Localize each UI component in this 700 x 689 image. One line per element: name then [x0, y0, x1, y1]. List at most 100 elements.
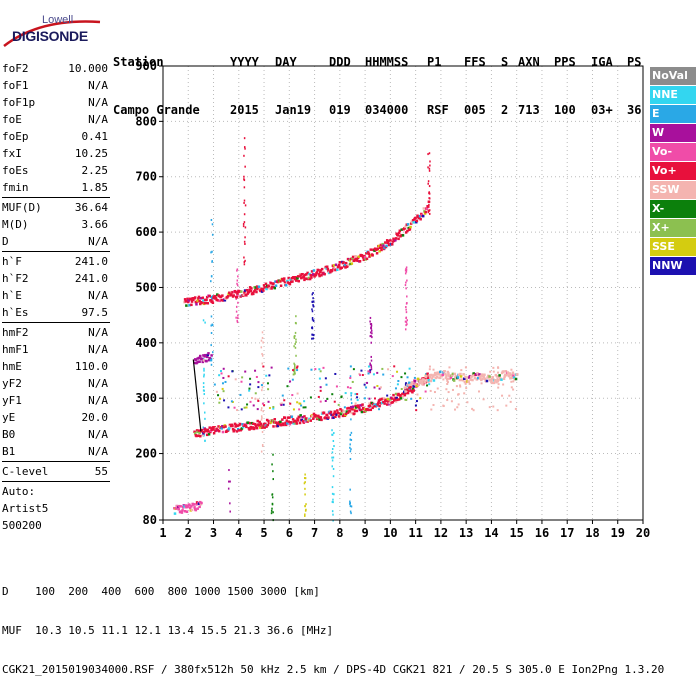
trace-point [464, 375, 467, 379]
echo-point [432, 368, 435, 371]
trace-point [280, 423, 283, 426]
echo-point [331, 492, 334, 495]
autoscaling-info: Auto: Artist5 500200 [2, 483, 110, 534]
trace-point [288, 416, 291, 419]
echo-point [228, 480, 230, 483]
echo-point [419, 397, 422, 400]
trace-point [308, 272, 311, 276]
header-table: Station YYYY DAY DDD HHMMSS P1 FFS S AXN… [113, 22, 641, 134]
echo-point [350, 512, 352, 515]
trace-point [325, 413, 329, 417]
legend-item-x-: X- [650, 200, 696, 218]
echo-point [217, 394, 220, 397]
trace-point [173, 506, 176, 510]
trace-point [214, 429, 217, 433]
trace-point [178, 510, 182, 514]
trace-point [456, 376, 460, 379]
echo-point [458, 384, 461, 387]
echo-point [370, 326, 372, 329]
trace-point [453, 372, 457, 376]
echo-point [497, 366, 500, 369]
echo-point [202, 385, 205, 388]
echo-point [510, 368, 513, 371]
x-tick-label: 17 [560, 526, 574, 540]
divider [2, 481, 110, 482]
echo-point [427, 153, 429, 156]
trace-point [421, 214, 425, 218]
trace-point [188, 303, 191, 307]
echo-point [293, 371, 296, 374]
echo-point [331, 447, 334, 450]
trace-point [215, 427, 218, 431]
x-tick-label: 16 [535, 526, 549, 540]
echo-point [466, 401, 469, 404]
echo-point [349, 488, 351, 491]
echo-point [296, 392, 299, 395]
echo-point [295, 315, 297, 318]
trace-point [514, 377, 518, 381]
trace-point [243, 289, 247, 292]
trace-point [504, 373, 507, 377]
trace-point [385, 244, 388, 248]
echo-point [429, 389, 432, 392]
trace-point [279, 420, 282, 424]
echo-point [455, 385, 458, 388]
param-key: h`F [2, 255, 22, 268]
trace-point [407, 226, 410, 230]
echo-point [370, 368, 373, 371]
echo-point [373, 397, 376, 400]
trace-point [208, 294, 211, 298]
echo-point [326, 397, 329, 400]
trace-point [221, 424, 224, 428]
trace-point [308, 277, 312, 281]
trace-point [224, 425, 227, 428]
trace-point [194, 508, 198, 512]
param-value: 36.64 [74, 201, 108, 214]
x-tick-label: 19 [611, 526, 625, 540]
trace-point [513, 378, 517, 381]
trace-point [255, 285, 259, 288]
trace-point [507, 372, 510, 375]
trace-point [483, 373, 486, 377]
auto-label: Auto: [2, 485, 36, 498]
trace-point [213, 426, 217, 429]
header-value-day: Jan19 [275, 103, 312, 117]
echo-point [303, 400, 306, 403]
param-row: C-level 55 [2, 463, 110, 480]
echo-point [221, 382, 224, 385]
trace-point [286, 422, 289, 425]
trace-point [272, 425, 275, 428]
y-tick-label: 500 [135, 280, 157, 294]
param-key: C-level [2, 465, 49, 478]
echo-point [370, 322, 373, 325]
echo-point [210, 324, 212, 327]
echo-point [351, 380, 354, 383]
trace-point [303, 278, 306, 282]
echo-point [211, 295, 214, 298]
trace-point [405, 385, 409, 389]
trace-point [451, 372, 455, 376]
echo-point [376, 384, 379, 387]
echo-trace-layer [173, 200, 519, 515]
trace-point [263, 426, 266, 429]
ionogram-chart: 1 2 3 4 5 6 7 8 9 10 11 12 13 14 15 16 17 18 19 20802003004… [135, 59, 650, 540]
echo-point [349, 510, 352, 513]
trace-point [313, 275, 316, 278]
trace-point [258, 420, 261, 424]
trace-point [382, 397, 386, 400]
trace-point [397, 231, 401, 235]
param-row: h`Es 97.5 [2, 304, 110, 321]
trace-point [202, 299, 205, 302]
echo-point [262, 365, 265, 368]
trace-point [291, 280, 294, 283]
trace-point [253, 288, 257, 292]
echo-point [428, 383, 431, 386]
echo-point [221, 387, 224, 390]
echo-point [263, 404, 266, 407]
trace-point [295, 420, 298, 423]
param-value: N/A [88, 445, 108, 458]
header-value-ffs: 005 [464, 103, 486, 117]
trace-point [262, 422, 266, 426]
echo-point [317, 395, 320, 398]
trace-point [300, 418, 304, 422]
